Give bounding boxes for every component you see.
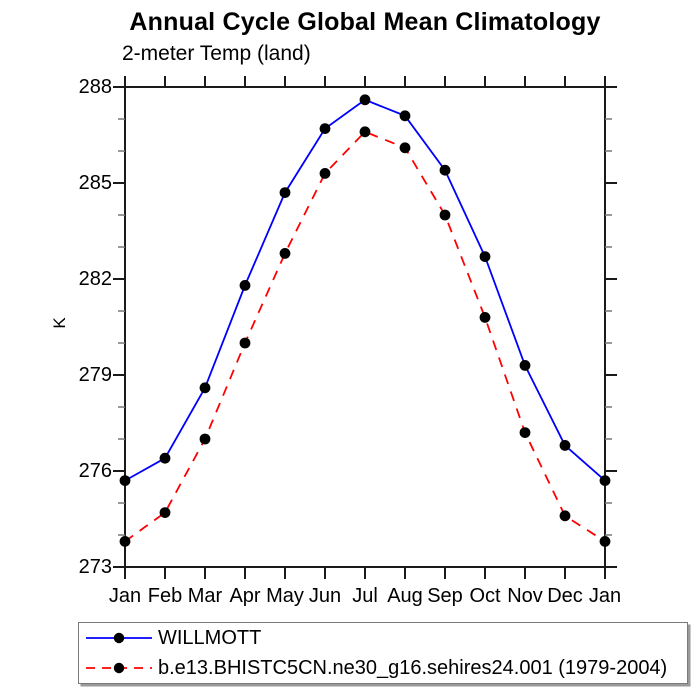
- y-tick-label: 285: [78, 172, 112, 194]
- data-point: [399, 142, 411, 154]
- data-point: [239, 280, 251, 291]
- x-tick-label: Oct: [469, 585, 501, 607]
- data-point: [479, 312, 491, 323]
- legend: WILLMOTT b.e13.BHISTC5CN.ne30_g16.sehire…: [78, 622, 688, 684]
- y-tick-label: 288: [78, 76, 112, 98]
- data-point: [119, 536, 131, 547]
- data-point: [119, 475, 131, 486]
- x-tick-label: Mar: [187, 585, 223, 607]
- x-tick-label: Jun: [308, 585, 342, 607]
- data-point: [199, 433, 211, 445]
- legend-item-willmott: WILLMOTT: [79, 623, 687, 653]
- series-line-1: [124, 130, 606, 543]
- data-point: [319, 123, 331, 134]
- data-point: [479, 251, 491, 262]
- legend-label: b.e13.BHISTC5CN.ne30_g16.sehires24.001 (…: [158, 656, 668, 679]
- data-point: [239, 337, 251, 349]
- x-tick-label: Jul: [352, 585, 378, 607]
- chart-subtitle: 2-meter Temp (land): [122, 42, 311, 65]
- series-line-0: [124, 98, 606, 482]
- legend-label: WILLMOTT: [158, 626, 262, 649]
- y-tick-label: 279: [78, 364, 112, 386]
- data-point: [279, 248, 291, 259]
- data-point: [439, 164, 451, 176]
- x-tick-label: Apr: [229, 585, 261, 607]
- x-tick-label: Aug: [387, 585, 423, 607]
- legend-dashed-line-marker-icon: [86, 662, 152, 674]
- legend-item-model: b.e13.BHISTC5CN.ne30_g16.sehires24.001 (…: [79, 653, 687, 683]
- y-tick-label: 276: [78, 460, 112, 482]
- data-point: [199, 382, 211, 394]
- data-point: [319, 168, 331, 179]
- data-point: [599, 475, 611, 486]
- plot-border: [124, 86, 606, 568]
- data-point: [399, 110, 411, 122]
- x-tick-label: Jan: [588, 585, 622, 607]
- data-point: [559, 510, 571, 522]
- data-point: [519, 360, 531, 371]
- legend-solid-line-marker-icon: [86, 632, 152, 644]
- data-point: [599, 536, 611, 547]
- x-tick-label: Nov: [507, 585, 543, 607]
- data-point: [439, 209, 451, 221]
- y-tick-label: 282: [78, 268, 112, 290]
- data-point: [519, 427, 531, 438]
- x-tick-label: May: [266, 585, 304, 607]
- data-point: [279, 187, 291, 199]
- x-tick-label: Jan: [108, 585, 142, 607]
- chart-title: Annual Cycle Global Mean Climatology: [129, 8, 601, 36]
- x-tick-label: Feb: [147, 585, 183, 607]
- data-point: [159, 507, 171, 518]
- x-tick-label: Dec: [547, 585, 583, 607]
- x-tick-label: Sep: [427, 585, 463, 607]
- data-point: [359, 126, 371, 138]
- data-point: [559, 440, 571, 451]
- data-point: [359, 94, 371, 106]
- data-point: [159, 452, 171, 464]
- y-tick-label: 273: [78, 556, 112, 578]
